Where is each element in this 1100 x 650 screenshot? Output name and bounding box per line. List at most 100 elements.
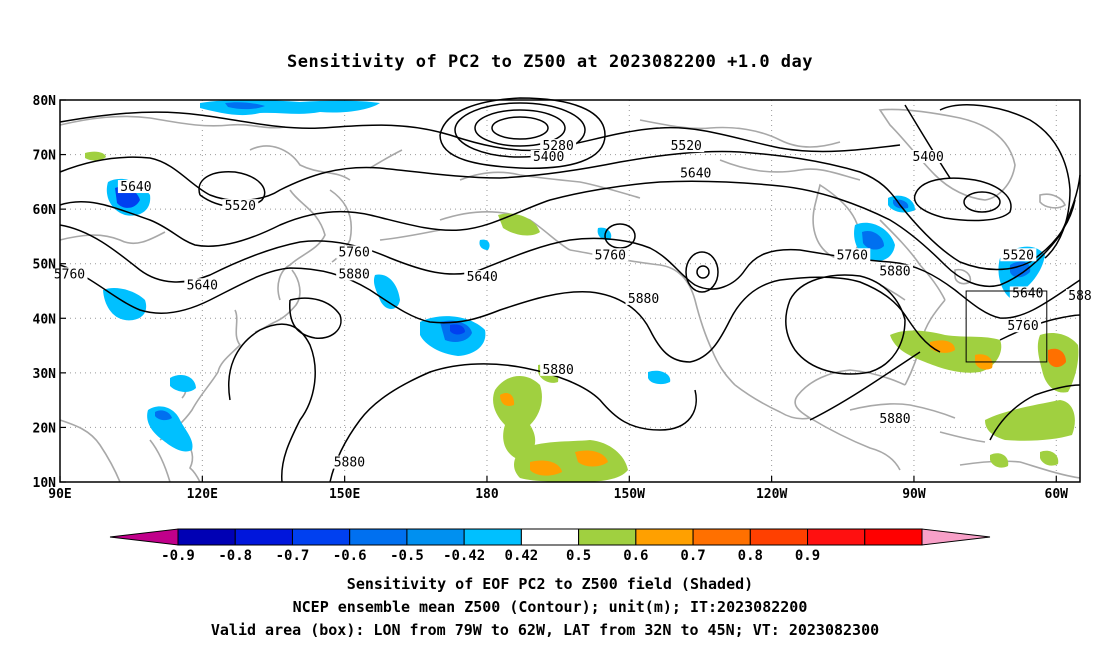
contour-label: 5880 xyxy=(542,363,573,378)
contour-label: 5760 xyxy=(338,246,369,261)
contour-label: 5640 xyxy=(680,166,711,181)
coast-cuba xyxy=(849,403,956,419)
shade-neg-taiwan xyxy=(170,375,196,392)
colorbar-label: -0.7 xyxy=(276,548,310,564)
shade-pos-atlantic-south xyxy=(985,400,1075,441)
colorbar-segment xyxy=(692,528,751,546)
contour-closed-pacific-nw-inner xyxy=(696,265,710,279)
x-tick-label: 180 xyxy=(475,487,499,502)
coast-south-america xyxy=(959,460,1081,479)
y-tick-label: 70N xyxy=(33,149,57,164)
contour-label-bg xyxy=(331,455,368,469)
contour-label-bg xyxy=(1000,248,1037,262)
contour-labels: 5640552056405760576058805280540055205640… xyxy=(51,139,1094,471)
shade-neg-pacific-west xyxy=(373,274,400,309)
colorbar-segment xyxy=(463,528,522,546)
colorbar-label: 0.6 xyxy=(623,548,648,564)
colorbar-segment xyxy=(177,528,236,546)
contour-label-bg xyxy=(1009,286,1046,300)
shade-neg-labrador-core xyxy=(1010,261,1031,278)
coast-indochina xyxy=(59,419,121,483)
contour-5880-south-pacific xyxy=(329,363,697,483)
colorbar-label: -0.5 xyxy=(390,548,424,564)
caption-line-2: NCEP ensemble mean Z500 (Contour); unit(… xyxy=(293,598,808,616)
contour-label: 5520 xyxy=(225,199,256,214)
figure-title: Sensitivity of PC2 to Z500 at 2023082200… xyxy=(287,52,813,72)
contour-label: 5880 xyxy=(879,412,910,427)
colorbar: -0.9 -0.8 -0.7 -0.6 -0.5 -0.42 0.42 0.5 0.6 0.7 0.… xyxy=(109,528,991,564)
colorbar-segment xyxy=(291,528,351,546)
contour-label: 5760 xyxy=(837,248,868,263)
contour-label-bg xyxy=(222,199,259,213)
contour-5880-west-pacific xyxy=(228,323,316,483)
shade-pos-hawaii-south-core2 xyxy=(575,450,608,467)
shade-neg-siberia-core xyxy=(225,102,265,110)
contour-label: 5640 xyxy=(120,180,151,195)
shade-neg-hudson-core xyxy=(862,230,884,250)
colorbar-left-triangle xyxy=(109,528,179,546)
colorbar-label: -0.8 xyxy=(218,548,252,564)
contour-label: 5400 xyxy=(533,150,564,165)
coast-greenland xyxy=(878,108,1016,201)
y-tick-label: 40N xyxy=(33,312,57,327)
colorbar-segment xyxy=(807,528,866,546)
contour-5880-atlantic-south xyxy=(989,384,1081,441)
x-tick-label: 150E xyxy=(329,487,360,502)
coast-aleutians xyxy=(379,229,441,241)
contour-label: 5880 xyxy=(628,292,659,307)
contour-5400-north xyxy=(59,111,901,153)
colorbar-label: 0.9 xyxy=(795,548,820,564)
shade-pos-hawaii-south-core xyxy=(530,460,562,476)
contour-label-bg xyxy=(834,248,871,262)
contour-label-bg xyxy=(876,411,913,425)
contour-label-bg xyxy=(464,270,501,284)
contour-5400-davis xyxy=(904,104,951,179)
contour-label: 5880 xyxy=(338,267,369,282)
contour-label-bg xyxy=(677,166,714,180)
contour-label-bg xyxy=(184,278,221,292)
shade-neg-baffin-core xyxy=(893,199,909,209)
contour-5340 xyxy=(454,102,586,158)
coast-central-america xyxy=(809,417,901,471)
x-tick-label: 120E xyxy=(187,487,218,502)
contour-label-bg xyxy=(625,291,662,305)
contour-label-bg xyxy=(336,267,373,281)
contour-label: 5760 xyxy=(54,267,85,282)
contour-5520 xyxy=(59,150,1076,271)
shade-pos-caribbean xyxy=(990,453,1009,468)
colorbar-segment xyxy=(578,528,637,546)
colorbar-segment xyxy=(349,528,408,546)
shade-neg-gulf-alaska xyxy=(479,239,490,250)
contour-label: 5520 xyxy=(671,139,702,154)
coast-iceland xyxy=(1039,193,1066,209)
contour-label: 5880 xyxy=(879,265,910,280)
contour-label: 5880 xyxy=(334,456,365,471)
y-tick-label: 80N xyxy=(33,94,57,109)
shade-pos-alaska xyxy=(498,213,540,236)
contour-5280-inner xyxy=(491,116,549,140)
map-frame xyxy=(59,99,1081,483)
z500-contours xyxy=(59,97,1081,483)
contour-5640 xyxy=(59,174,1081,287)
y-tick-label: 50N xyxy=(33,258,57,273)
colorbar-label: 0.5 xyxy=(566,548,591,564)
contour-label: 5760 xyxy=(595,248,626,263)
caption-line-3: Valid area (box): LON from 79W to 62W, L… xyxy=(211,621,879,639)
contour-label-bg xyxy=(530,150,567,164)
contour-label: 5520 xyxy=(1003,248,1034,263)
colorbar-label: 0.7 xyxy=(680,548,705,564)
contour-label-bg xyxy=(910,150,947,164)
caption-line-1: Sensitivity of EOF PC2 to Z500 field (Sh… xyxy=(347,575,753,593)
contour-5880-gulf xyxy=(809,351,921,421)
colorbar-segment xyxy=(520,528,580,546)
contour-5400-ring xyxy=(439,97,606,169)
shade-neg-alaska-east xyxy=(597,227,612,241)
coast-okhotsk xyxy=(277,189,326,301)
x-tick-label: 90W xyxy=(902,487,926,502)
contour-5280 xyxy=(474,109,566,147)
colorbar-label: -0.42 xyxy=(443,548,485,564)
colorbar-label: 0.42 xyxy=(505,548,539,564)
x-tick-label: 120W xyxy=(756,487,787,502)
coast-canada-arctic xyxy=(639,119,841,148)
